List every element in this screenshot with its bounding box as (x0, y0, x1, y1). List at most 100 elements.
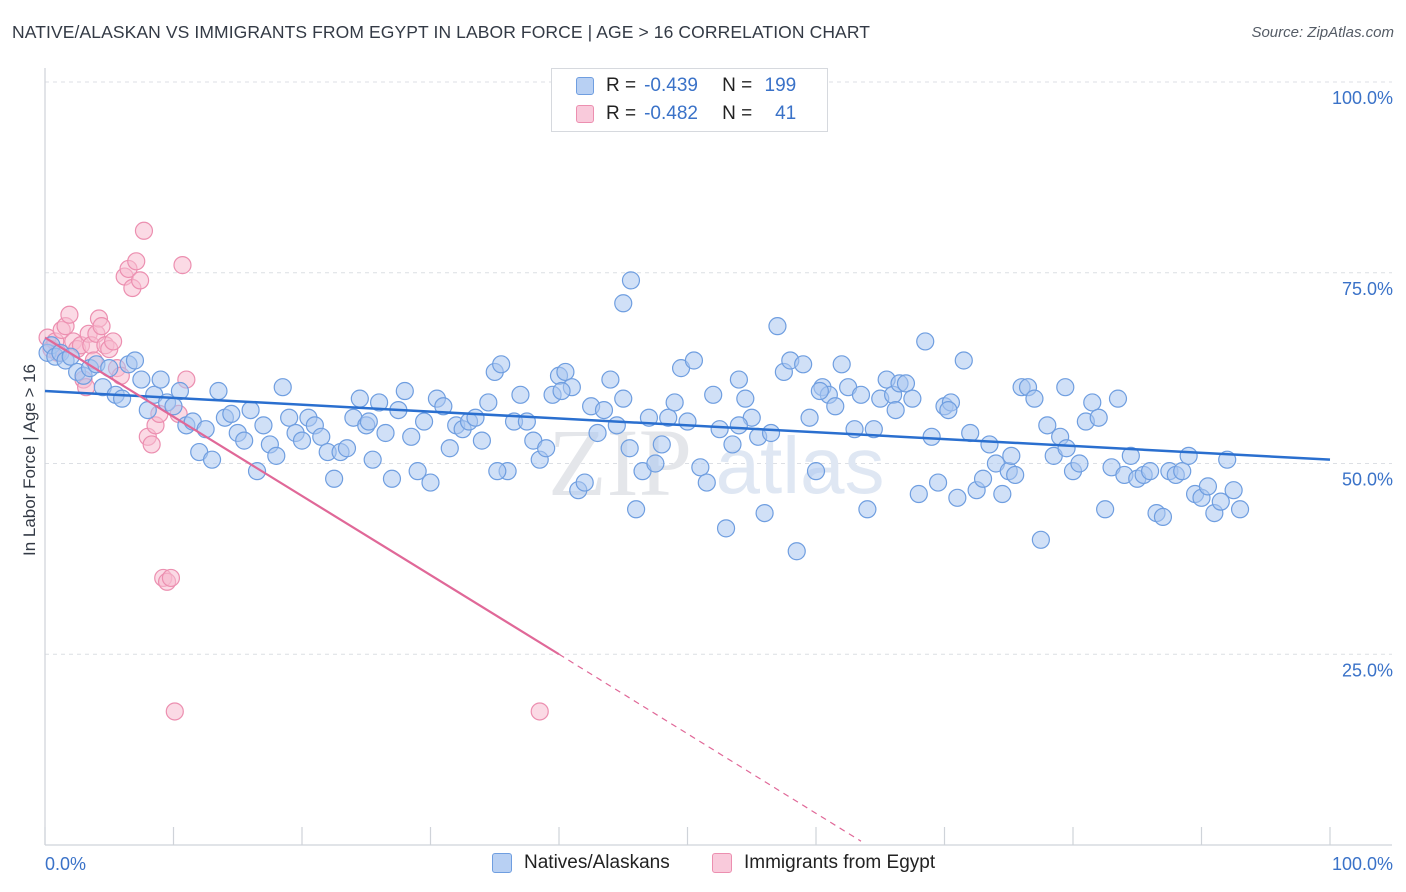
legend-n-value: 199 (764, 75, 797, 96)
legend-r-label: R = (606, 103, 637, 124)
data-point (1140, 462, 1160, 481)
data-point (165, 702, 184, 721)
data-point (130, 271, 150, 290)
data-point (395, 381, 414, 401)
series-immigrants-egypt (38, 221, 549, 721)
tick-labels: 25.0% 50.0% 75.0% 100.0% 0.0% 100.0% (45, 88, 1393, 874)
data-point (948, 488, 967, 507)
legend-row-egypt: R = -0.482 N = 41 (576, 102, 796, 126)
data-point (104, 332, 123, 351)
data-point (851, 385, 871, 404)
data-point (292, 431, 312, 450)
data-point (939, 400, 958, 420)
data-point (886, 400, 905, 420)
source-label: Source: ZipAtlas.com (1251, 24, 1394, 41)
data-point (954, 351, 973, 370)
data-point (614, 294, 633, 313)
data-point (132, 370, 151, 389)
bottom-legend-label-egypt: Immigrants from Egypt (744, 852, 936, 873)
data-point (607, 416, 626, 435)
data-point (127, 252, 146, 271)
data-point (575, 473, 594, 492)
y-tick-label: 100.0% (1332, 88, 1393, 108)
data-point (755, 503, 774, 523)
data-point (1153, 507, 1173, 527)
data-point (402, 427, 421, 446)
data-point (434, 397, 453, 416)
data-point (492, 355, 511, 374)
data-point (267, 446, 286, 465)
data-point (594, 400, 614, 420)
data-point (472, 431, 491, 450)
trend-line-natives (44, 389, 1331, 461)
data-point (92, 317, 111, 336)
data-point (665, 393, 684, 412)
data-point (916, 332, 935, 351)
data-point (832, 355, 851, 374)
data-point (1038, 416, 1057, 435)
data-point (652, 435, 671, 454)
legend-swatch-blue (576, 77, 594, 95)
axes (44, 68, 1392, 846)
data-point (337, 439, 357, 458)
chart-title: NATIVE/ALASKAN VS IMMIGRANTS FROM EGYPT … (12, 22, 871, 42)
bottom-legend-label-natives: Natives/Alaskans (524, 852, 670, 873)
data-point (928, 473, 948, 492)
data-point (552, 381, 571, 401)
data-point (810, 381, 829, 401)
data-point (421, 473, 440, 492)
data-point (729, 370, 749, 389)
data-point (697, 473, 716, 492)
data-point (537, 439, 556, 458)
x-tick-label-min: 0.0% (45, 854, 86, 874)
data-point (858, 500, 877, 519)
data-point (359, 412, 378, 431)
data-point (280, 408, 299, 427)
data-point (61, 347, 80, 366)
data-point (1198, 477, 1218, 496)
data-point (1025, 389, 1044, 408)
legend-r-value: -0.439 (644, 75, 698, 96)
data-point (1006, 465, 1025, 485)
data-point (382, 469, 402, 488)
data-point (408, 462, 427, 481)
data-point (209, 381, 228, 401)
data-point (312, 427, 331, 446)
trend-line-egypt-extrapolated (558, 653, 862, 842)
y-tick-label: 75.0% (1342, 279, 1393, 299)
legend-r-value: -0.482 (644, 103, 698, 124)
data-point (1031, 530, 1050, 549)
y-tick-label: 25.0% (1342, 660, 1393, 680)
data-point (170, 381, 190, 401)
data-point (1070, 454, 1089, 473)
data-point (414, 412, 434, 431)
data-point (196, 420, 215, 439)
data-point (800, 408, 819, 427)
data-point (903, 389, 922, 408)
data-point (254, 416, 273, 435)
data-point (1224, 481, 1243, 500)
data-point (973, 469, 993, 488)
data-point (1179, 446, 1198, 465)
data-point (273, 378, 292, 397)
data-point (723, 435, 742, 454)
data-point (1121, 446, 1140, 465)
y-tick-label: 50.0% (1342, 470, 1393, 490)
data-point (134, 221, 154, 240)
data-point (112, 389, 132, 408)
data-point (646, 454, 665, 473)
data-point (222, 404, 241, 424)
data-point (993, 484, 1012, 504)
data-point (1096, 500, 1115, 519)
data-point (621, 271, 641, 290)
data-point (626, 500, 646, 519)
data-point (768, 317, 787, 336)
data-point (125, 351, 145, 370)
data-point (161, 568, 181, 588)
data-point (736, 389, 755, 408)
data-point (376, 423, 395, 443)
data-point (440, 439, 459, 458)
data-point (588, 423, 607, 443)
data-point (1057, 439, 1076, 458)
